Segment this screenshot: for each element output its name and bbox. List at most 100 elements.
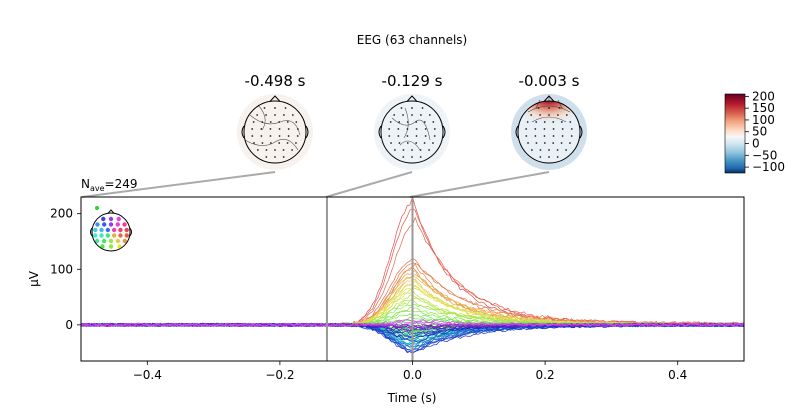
topomap-1 xyxy=(237,94,313,170)
electrode-dot xyxy=(274,107,276,109)
sensor-dot xyxy=(118,233,122,237)
electrode-dot xyxy=(253,142,255,144)
electrode-dot xyxy=(566,114,568,116)
sensor-dot xyxy=(112,233,116,237)
nave-label: Nave=249 xyxy=(81,177,138,193)
electrode-dot xyxy=(544,135,546,137)
electrode-dot xyxy=(274,149,276,151)
electrode-dot xyxy=(559,107,561,109)
electrode-dot xyxy=(270,128,272,130)
electrode-dot xyxy=(257,149,259,151)
sensor-dot xyxy=(118,228,122,232)
electrode-dot xyxy=(295,121,297,123)
sensor-dot xyxy=(99,233,103,237)
electrode-dot xyxy=(261,121,263,123)
sensor-dot xyxy=(109,217,113,221)
electrode-dot xyxy=(251,135,253,137)
sensor-dot xyxy=(109,239,113,243)
colorbar xyxy=(725,94,745,173)
sensor-dot xyxy=(109,244,113,248)
electrode-dot xyxy=(434,135,436,137)
electrode-dot xyxy=(292,114,294,116)
electrode-dot xyxy=(274,156,276,158)
electrode-dot xyxy=(283,156,285,158)
electrode-dot xyxy=(253,121,255,123)
topomap-title-2: -0.129 s xyxy=(382,72,443,90)
electrode-dot xyxy=(561,121,563,123)
figure-suptitle: EEG (63 channels) xyxy=(357,33,467,47)
electrode-dot xyxy=(557,114,559,116)
electrode-dot xyxy=(291,149,293,151)
sensor-inset-dots xyxy=(93,206,129,249)
electrode-dot xyxy=(425,128,427,130)
electrode-dot xyxy=(571,135,573,137)
electrode-dot xyxy=(279,135,281,137)
electrode-dot xyxy=(287,142,289,144)
electrode-dot xyxy=(287,121,289,123)
electrode-dot xyxy=(411,149,413,151)
electrode-dot xyxy=(270,142,272,144)
sensor-dot xyxy=(102,239,106,243)
electrode-dot xyxy=(540,149,542,151)
electrode-dot xyxy=(425,135,427,137)
electrode-dot xyxy=(264,107,266,109)
electrode-dot xyxy=(265,114,267,116)
electrode-dot xyxy=(420,114,422,116)
electrode-dot xyxy=(553,135,555,137)
x-tick-label: 0.0 xyxy=(403,368,422,382)
x-tick-label: −0.4 xyxy=(133,368,162,382)
electrode-dot xyxy=(422,107,424,109)
electrode-dot xyxy=(535,121,537,123)
electrode-dot xyxy=(411,107,413,109)
electrode-dot xyxy=(407,128,409,130)
electrode-dot xyxy=(571,128,573,130)
sensor-dot xyxy=(95,206,99,210)
sensor-dot xyxy=(106,228,110,232)
sensor-dot xyxy=(122,222,126,226)
electrode-dot xyxy=(544,121,546,123)
electrode-dot xyxy=(407,135,409,137)
electrode-dot xyxy=(411,114,413,116)
electrode-dot xyxy=(562,128,564,130)
electrode-dot xyxy=(390,121,392,123)
electrode-dot xyxy=(279,128,281,130)
electrode-dot xyxy=(416,128,418,130)
x-tick-label: 0.2 xyxy=(536,368,555,382)
sensor-dot xyxy=(106,233,110,237)
electrode-dot xyxy=(415,121,417,123)
electrode-dot xyxy=(527,121,529,123)
electrode-dot xyxy=(262,142,264,144)
electrode-dot xyxy=(278,142,280,144)
plot-area xyxy=(81,197,744,361)
electrode-dot xyxy=(398,121,400,123)
electrode-dot xyxy=(428,149,430,151)
topomap-title-1: -0.498 s xyxy=(245,72,306,90)
electrode-dot xyxy=(432,121,434,123)
electrode-dot xyxy=(251,128,253,130)
electrode-dot xyxy=(561,142,563,144)
electrode-dot xyxy=(388,135,390,137)
sensor-dot xyxy=(109,222,113,226)
electrode-dot xyxy=(565,149,567,151)
electrode-dot xyxy=(274,114,276,116)
electrode-dot xyxy=(544,128,546,130)
electrode-dot xyxy=(397,135,399,137)
y-axis: 0 100 200 xyxy=(50,207,81,332)
electrode-dot xyxy=(285,107,287,109)
electrode-dot xyxy=(539,156,541,158)
x-axis: −0.4 −0.2 0.0 0.2 0.4 xyxy=(133,361,688,382)
electrode-dot xyxy=(420,156,422,158)
electrode-dot xyxy=(525,128,527,130)
electrode-dot xyxy=(548,114,550,116)
x-tick-label: −0.2 xyxy=(265,368,294,382)
electrode-dot xyxy=(544,142,546,144)
electrode-dot xyxy=(399,142,401,144)
electrode-dot xyxy=(557,149,559,151)
topomap-title-3: -0.003 s xyxy=(519,72,580,90)
sensor-dot xyxy=(95,222,99,226)
y-tick-label: 100 xyxy=(50,262,73,276)
electrode-dot xyxy=(552,121,554,123)
electrode-dot xyxy=(397,128,399,130)
electrode-dot xyxy=(260,128,262,130)
